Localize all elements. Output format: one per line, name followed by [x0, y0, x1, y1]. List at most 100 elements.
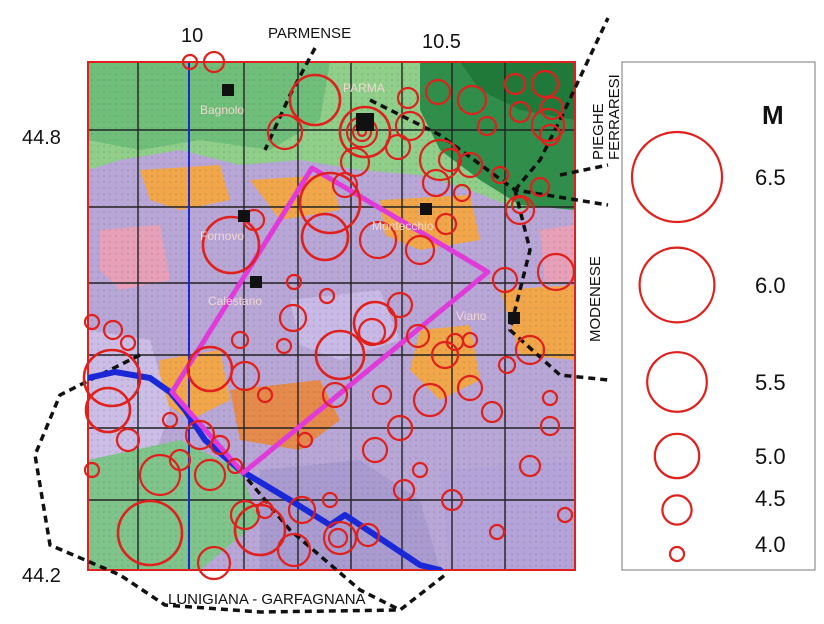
boundary-modenese: [508, 189, 609, 382]
zone-label-parmense: PARMENSE: [268, 25, 351, 42]
river: [88, 369, 443, 570]
epicenter-circle: [430, 340, 460, 370]
epicenter-circle: [266, 113, 304, 151]
legend-label: 5.5: [755, 370, 786, 395]
boundary-lunigiana: [33, 353, 447, 614]
lat-label-44-2: 44.2: [22, 565, 61, 587]
epicenter-circle: [322, 520, 358, 556]
epicenter-circle: [201, 215, 261, 275]
epicenter-circle: [314, 329, 366, 381]
epicenter-circle: [361, 436, 389, 464]
epicenter-circle: [193, 458, 227, 492]
epicenter-circle: [456, 151, 484, 179]
city-marker-calestano: [250, 276, 262, 288]
legend-label: 5.0: [755, 444, 786, 469]
legend-label: 4.5: [755, 486, 786, 511]
city-label-bagnolo: Bagnolo: [200, 103, 244, 117]
epicenter-circle: [116, 499, 184, 567]
epicenter-circle: [421, 168, 451, 198]
epicenter-circle: [396, 86, 420, 110]
city-marker-fornovo: [238, 210, 250, 222]
epicenter-circle: [556, 506, 574, 524]
legend-circle: [646, 351, 708, 413]
city-marker-parma: [356, 113, 374, 131]
epicenter-circle: [491, 266, 519, 294]
epicenter-circle: [358, 220, 398, 260]
epicenter-circle: [541, 389, 559, 407]
legend-title: M: [762, 100, 784, 130]
legend-circle: [630, 130, 724, 224]
lon-label-10-5: 10.5: [422, 31, 461, 53]
epicenter-circle: [530, 69, 560, 99]
city-marker-bagnolo: [222, 84, 234, 96]
zone-label-modenese: MODENESE: [587, 256, 604, 342]
legend-items: 6.5 6.0 5.5 5.0 4.5 4.0: [630, 130, 786, 563]
epicenter-circle: [461, 331, 479, 349]
epicenter-circle: [202, 50, 226, 74]
epicenter-circle: [434, 212, 458, 236]
epicenter-circle: [327, 527, 349, 549]
epicenter-circle: [437, 147, 463, 173]
legend-circle: [661, 494, 693, 526]
epicenter-circle: [226, 457, 244, 475]
epicenter-circle: [539, 95, 565, 121]
epicenter-circle: [386, 291, 414, 319]
magnitude-legend: M 6.5 6.0 5.5 5.0 4.5 4.0: [621, 61, 816, 571]
survey-area-polygon: [169, 165, 491, 476]
epicenter-circle: [196, 545, 232, 581]
epicenter-circle: [339, 146, 371, 178]
epicenter-circle: [82, 348, 142, 408]
epicenter-circle: [138, 453, 182, 497]
epicenter-circle: [300, 212, 350, 262]
epicenter-circle: [490, 165, 510, 185]
epicenter-circle: [181, 53, 199, 71]
epicenter-circle: [529, 176, 551, 198]
epicenter-circle: [168, 448, 192, 472]
epicenter-circle: [296, 431, 314, 449]
epicenter-circle: [338, 105, 392, 159]
epicenter-circle: [518, 454, 542, 478]
boundary-modenese-north: [559, 163, 609, 177]
epicenter-circle: [209, 434, 231, 456]
epicenter-circle: [539, 415, 561, 437]
epicenter-circle: [184, 419, 216, 451]
epicenter-circle: [285, 273, 303, 291]
earthquake-epicenters: [82, 50, 576, 581]
epicenter-circle: [456, 84, 488, 116]
epicenter-circle: [394, 110, 426, 142]
epicenter-circle: [510, 195, 530, 215]
epicenter-circle: [298, 171, 362, 235]
epicenter-circle: [275, 337, 293, 355]
zone-label-pieghe-ferraresi: PIEGHEFERRARESI: [590, 74, 623, 160]
epicenter-circle: [331, 171, 359, 199]
epicenter-circle: [355, 522, 381, 548]
epicenter-circle: [503, 72, 527, 96]
epicenter-circle: [514, 334, 546, 366]
epicenter-circle: [440, 488, 464, 512]
epicenter-circle: [287, 495, 317, 525]
epicenter-circle: [452, 183, 472, 203]
epicenter-circle: [278, 303, 308, 333]
boundary-pieghe-ferraresi-south: [369, 98, 609, 207]
epicenter-circle: [102, 319, 124, 341]
epicenter-circle: [115, 427, 141, 453]
city-label-viano: Viano: [456, 309, 487, 323]
epicenter-circle: [424, 78, 452, 106]
legend-circle: [638, 246, 716, 324]
epicenter-circle: [84, 386, 132, 434]
epicenter-circle: [386, 414, 414, 442]
epicenter-circle: [392, 478, 416, 502]
epicenter-circle: [321, 381, 349, 409]
zone-label-lunigiana-garfagnana: LUNIGIANA - GARFAGNANA: [168, 591, 366, 608]
epicenter-circle: [119, 334, 137, 352]
legend-label: 4.0: [755, 532, 786, 557]
epicenter-circle: [161, 411, 179, 429]
epicenter-circle: [288, 73, 342, 127]
epicenter-circle: [255, 500, 275, 520]
epicenter-circle: [276, 532, 312, 568]
epicenter-circle: [405, 323, 431, 349]
boundary-lunigiana-inner: [238, 468, 401, 612]
city-label-montecchio: Montecchio: [372, 219, 434, 233]
legend-circle: [653, 432, 701, 480]
